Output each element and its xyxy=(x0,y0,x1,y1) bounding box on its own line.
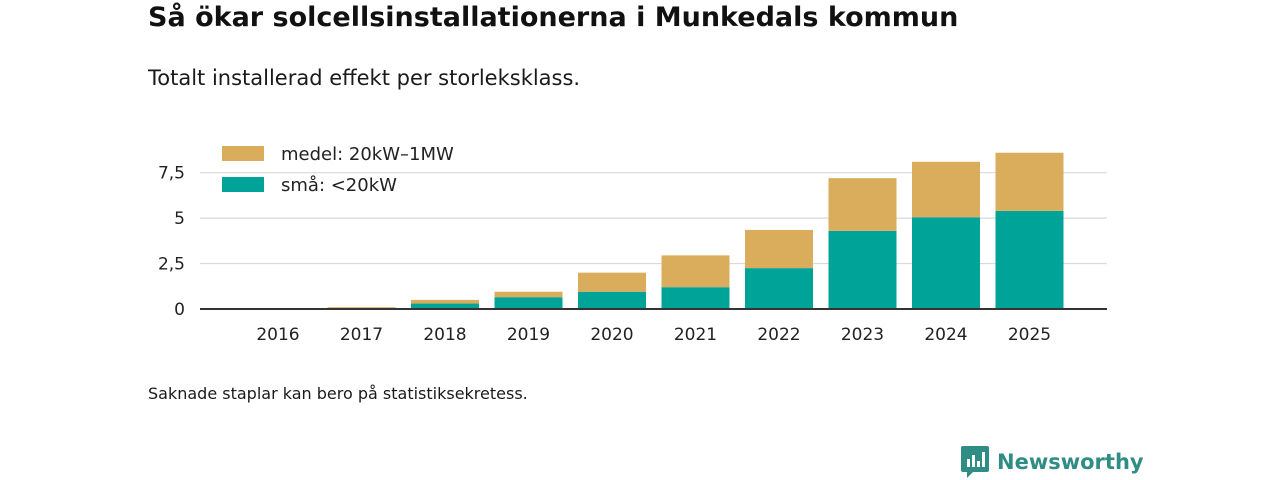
bar-segment xyxy=(578,291,646,309)
y-tick-label: 0 xyxy=(174,300,185,320)
x-tick-label: 2022 xyxy=(757,325,800,345)
bar-segment xyxy=(828,178,897,231)
legend-label: medel: 20kW–1MW xyxy=(281,144,454,165)
x-tick-label: 2017 xyxy=(340,325,383,345)
footnote: Saknade staplar kan bero på statistiksek… xyxy=(148,384,528,403)
brand-logo[interactable]: Newsworthy xyxy=(961,446,1144,478)
legend: medel: 20kW–1MW små: <20kW xyxy=(222,144,454,196)
y-tick-label: 5 xyxy=(174,209,185,229)
bar-segment xyxy=(995,152,1064,211)
bar-segment xyxy=(494,297,563,309)
x-tick-label: 2018 xyxy=(423,325,466,345)
bar-segment xyxy=(995,210,1064,309)
x-tick-label: 2024 xyxy=(924,325,967,345)
legend-swatch xyxy=(222,146,264,161)
bar-segment xyxy=(745,268,813,309)
bar-segment xyxy=(661,255,730,288)
bar-segment xyxy=(578,272,646,292)
x-tick-label: 2025 xyxy=(1008,325,1051,345)
bar-segment xyxy=(327,307,396,309)
chart-subtitle: Totalt installerad effekt per storlekskl… xyxy=(148,66,581,90)
stacked-bar-chart: 0 2,5 5 7,5 2016 2017 2018 2019 2020 2021 2022 2023… xyxy=(158,144,1107,345)
bar-segment xyxy=(411,299,479,304)
x-tick-label: 2021 xyxy=(674,325,717,345)
brand-name: Newsworthy xyxy=(997,450,1144,474)
x-tick-label: 2023 xyxy=(841,325,884,345)
y-tick-label: 7,5 xyxy=(158,164,185,184)
bar-segment xyxy=(411,303,479,309)
bar-segment xyxy=(912,161,980,218)
y-tick-label: 2,5 xyxy=(158,255,185,275)
axes: 0 2,5 5 7,5 2016 2017 2018 2019 2020 2021 2022 2023… xyxy=(158,164,1107,345)
bars xyxy=(244,152,1064,309)
legend-label: små: <20kW xyxy=(281,175,397,196)
bar-segment xyxy=(661,287,730,309)
x-tick-label: 2020 xyxy=(590,325,633,345)
bar-segment xyxy=(494,291,563,298)
legend-swatch xyxy=(222,177,264,192)
bar-segment xyxy=(828,230,897,309)
chart-title: Så ökar solcellsinstallationerna i Munke… xyxy=(148,2,959,33)
x-tick-label: 2016 xyxy=(256,325,299,345)
x-tick-label: 2019 xyxy=(507,325,550,345)
bar-segment xyxy=(745,229,813,269)
newsworthy-logo-icon xyxy=(961,446,989,478)
bar-segment xyxy=(912,217,980,309)
